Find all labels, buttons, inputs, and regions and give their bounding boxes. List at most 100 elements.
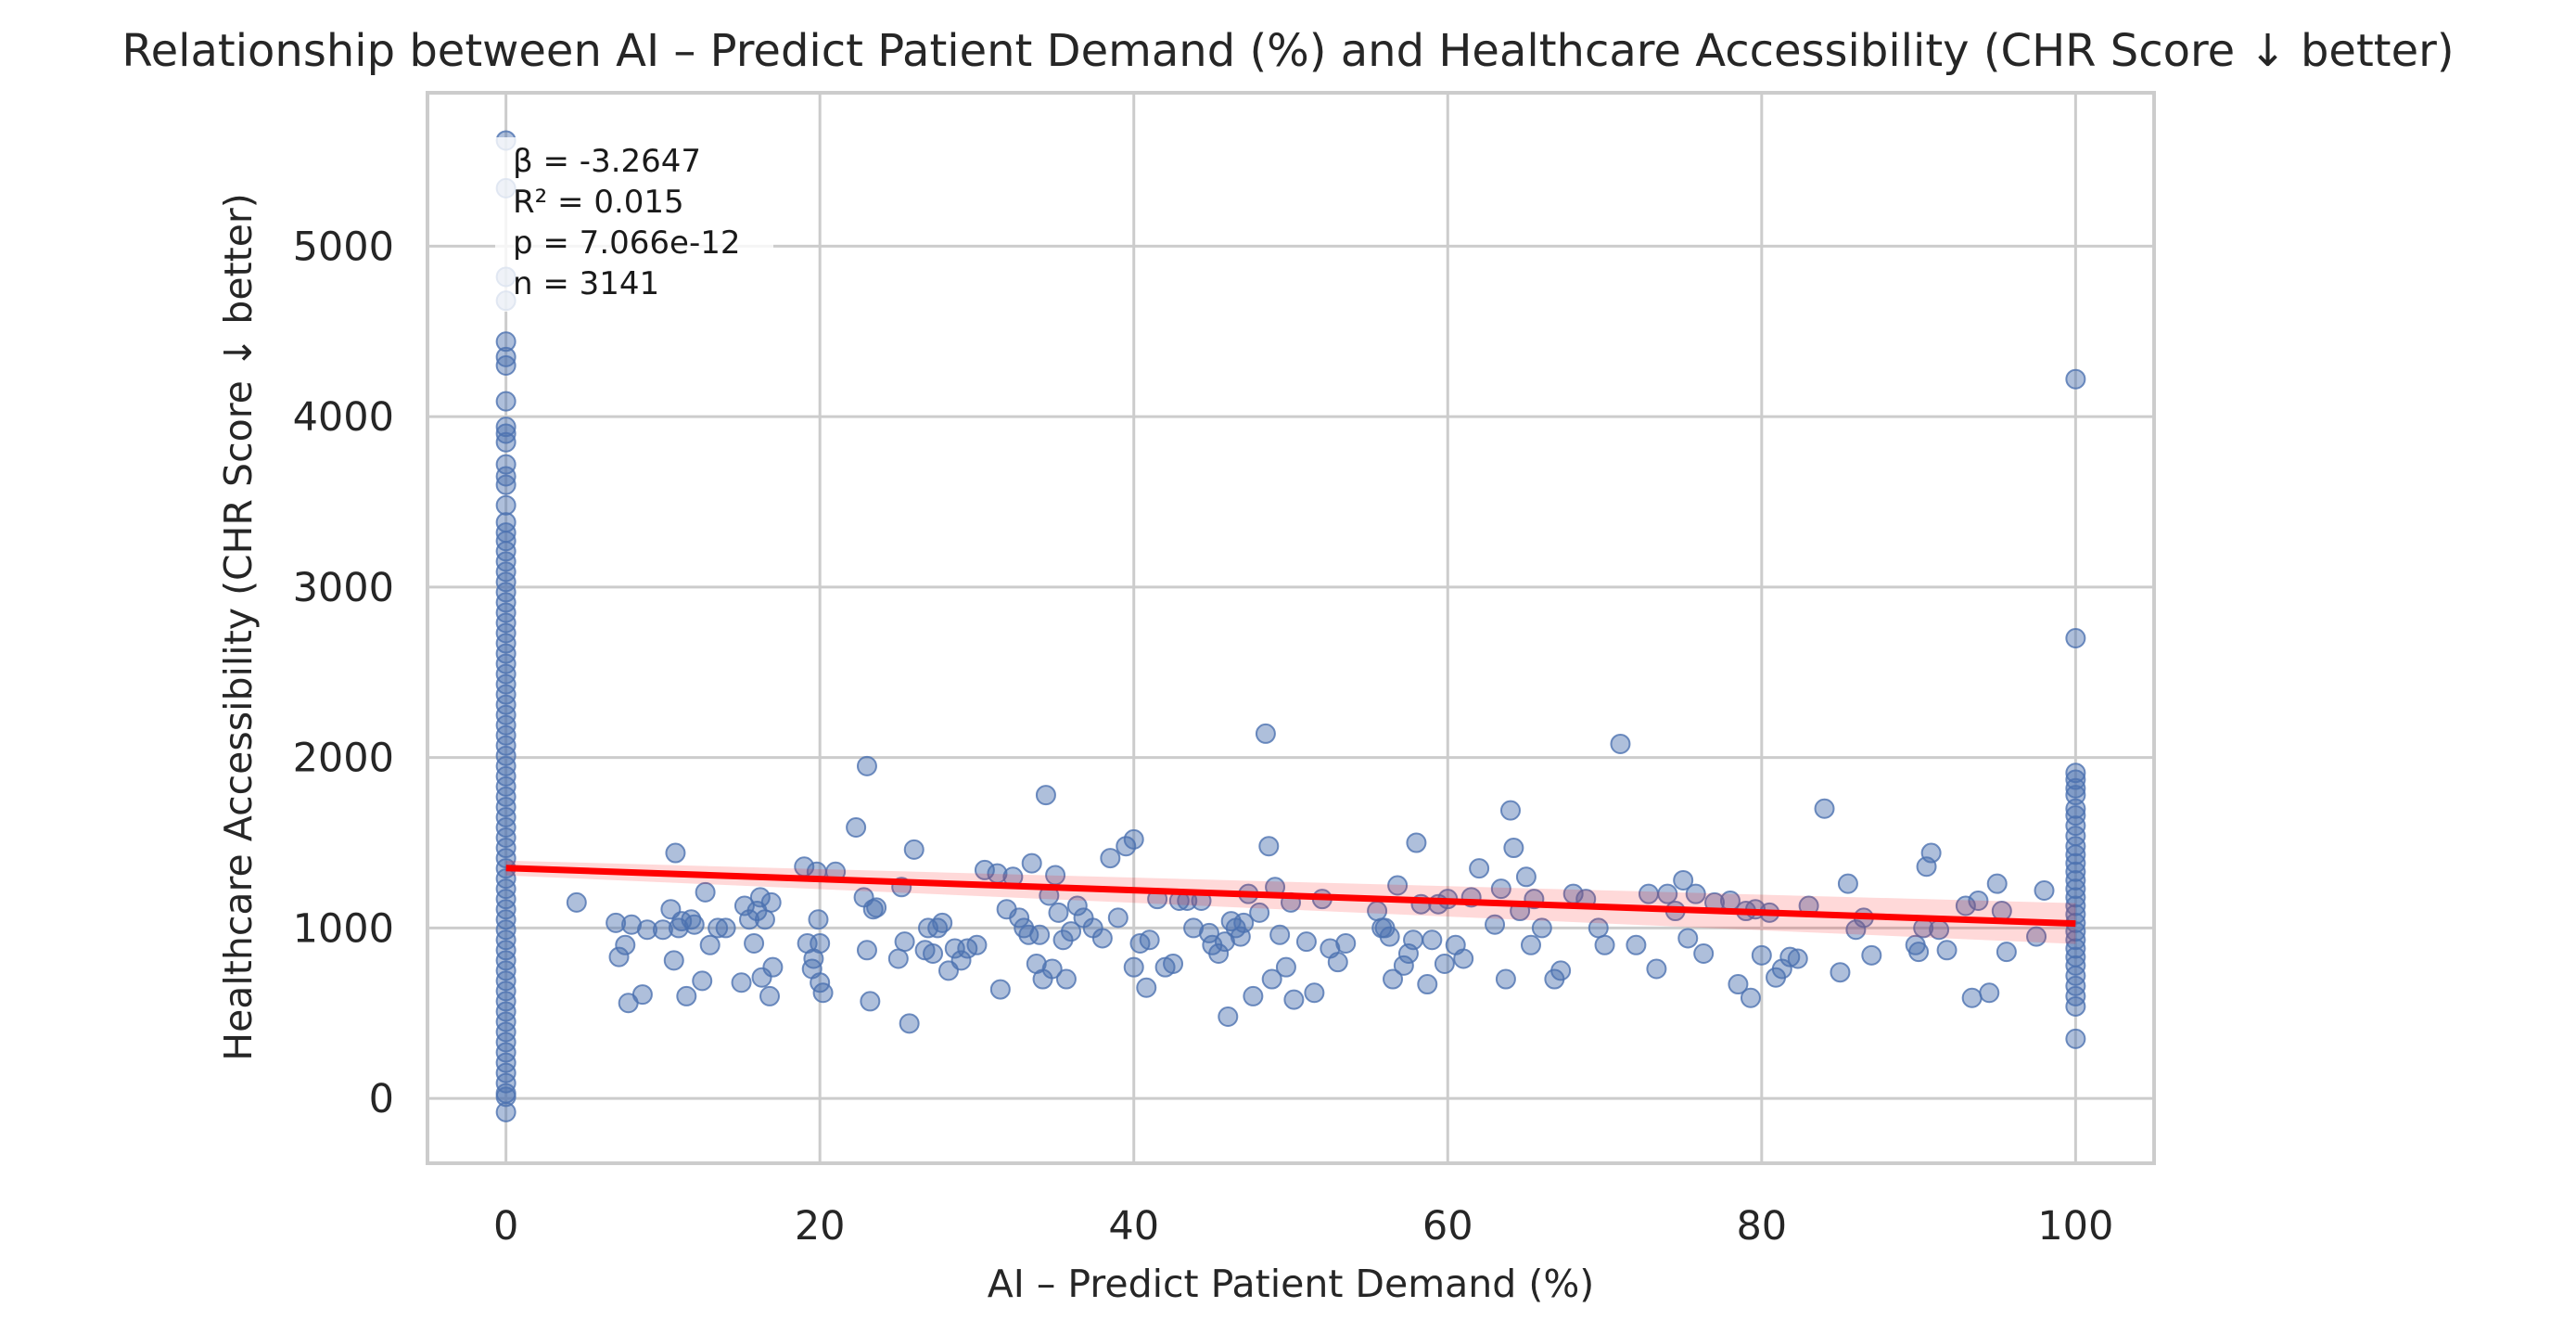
- data-point: [495, 755, 516, 776]
- data-point: [1233, 912, 1255, 933]
- data-point: [495, 765, 516, 787]
- data-point: [495, 796, 516, 817]
- data-point: [495, 592, 516, 613]
- data-point: [692, 970, 713, 992]
- data-point: [495, 1101, 516, 1122]
- data-point: [1295, 931, 1317, 953]
- data-point: [1779, 946, 1801, 968]
- data-point: [615, 934, 636, 955]
- data-point: [989, 979, 1011, 1000]
- data-point: [2026, 926, 2047, 947]
- data-point: [1861, 944, 1882, 966]
- data-point: [495, 735, 516, 756]
- data-point: [1830, 962, 1851, 983]
- data-point: [1837, 873, 1858, 894]
- data-point: [1626, 934, 1647, 955]
- data-point: [1453, 948, 1474, 969]
- y-tick-label: 5000: [293, 224, 394, 270]
- data-point: [1955, 895, 1976, 916]
- data-point: [1255, 723, 1276, 744]
- data-point: [566, 891, 587, 913]
- data-point: [1218, 1006, 1239, 1027]
- data-point: [1490, 878, 1511, 900]
- data-point: [1920, 842, 1942, 864]
- data-point: [1009, 907, 1030, 929]
- data-point: [495, 940, 516, 961]
- data-point: [495, 899, 516, 920]
- data-point: [495, 653, 516, 674]
- data-point: [495, 684, 516, 705]
- x-tick-label: 40: [1108, 1203, 1159, 1250]
- data-point: [2065, 985, 2086, 1006]
- x-tick-labels: 0 20 40 60 80 100: [493, 1203, 2113, 1250]
- data-point: [495, 786, 516, 807]
- data-point: [762, 956, 784, 978]
- data-point: [495, 806, 516, 827]
- data-point: [663, 950, 684, 971]
- data-point: [665, 842, 686, 864]
- data-point: [495, 1032, 516, 1053]
- data-point: [495, 531, 516, 552]
- data-point: [1393, 955, 1414, 976]
- data-point: [1495, 968, 1516, 990]
- data-point: [932, 912, 953, 933]
- data-point: [495, 848, 516, 869]
- data-point: [495, 431, 516, 453]
- data-point: [699, 934, 721, 955]
- data-point: [495, 889, 516, 910]
- data-point: [495, 1021, 516, 1043]
- data-point: [708, 917, 729, 939]
- data-point: [2034, 879, 2055, 901]
- data-point: [495, 960, 516, 981]
- data-point: [1327, 952, 1348, 973]
- data-point: [1304, 982, 1325, 1004]
- data-point: [1422, 929, 1443, 951]
- data-point: [1677, 928, 1699, 949]
- data-point: [1728, 974, 1749, 995]
- data-point: [2065, 368, 2086, 390]
- data-point: [495, 970, 516, 992]
- data-point: [1771, 958, 1792, 980]
- data-point: [1685, 883, 1706, 904]
- data-point: [2065, 815, 2086, 837]
- data-point: [1787, 948, 1808, 969]
- data-point: [495, 724, 516, 746]
- data-point: [1499, 800, 1521, 821]
- stats-box: [495, 137, 773, 312]
- data-point: [894, 931, 915, 953]
- data-point: [495, 714, 516, 736]
- chart-title: Relationship between AI – Predict Patien…: [121, 25, 2454, 77]
- data-point: [1061, 921, 1082, 942]
- y-tick-label: 0: [369, 1076, 394, 1122]
- data-point: [495, 1052, 516, 1073]
- data-point: [621, 914, 643, 935]
- data-point: [715, 917, 736, 939]
- data-point: [1029, 924, 1051, 945]
- data-point: [1986, 873, 2008, 894]
- data-point: [1208, 942, 1230, 964]
- data-point: [495, 694, 516, 715]
- data-point: [974, 859, 995, 880]
- data-point: [495, 745, 516, 766]
- data-point: [695, 881, 716, 903]
- data-point: [1693, 942, 1715, 964]
- data-point: [495, 673, 516, 695]
- data-point: [1673, 869, 1694, 891]
- y-axis-label: Healthcare Accessibility (CHR Score ↓ be…: [216, 193, 261, 1061]
- data-point: [846, 816, 867, 838]
- x-tick-label: 60: [1422, 1203, 1473, 1250]
- data-point: [2065, 955, 2086, 976]
- data-point: [1503, 838, 1524, 859]
- data-point: [2065, 1028, 2086, 1049]
- data-point: [1107, 907, 1129, 929]
- data-point: [1048, 902, 1069, 923]
- data-point: [495, 929, 516, 951]
- data-point: [860, 991, 881, 1012]
- data-point: [754, 909, 775, 930]
- data-point: [1515, 866, 1537, 888]
- data-point: [608, 946, 630, 968]
- data-point: [2065, 965, 2086, 986]
- data-point: [899, 1013, 920, 1034]
- data-point: [683, 914, 705, 935]
- data-point: [495, 950, 516, 971]
